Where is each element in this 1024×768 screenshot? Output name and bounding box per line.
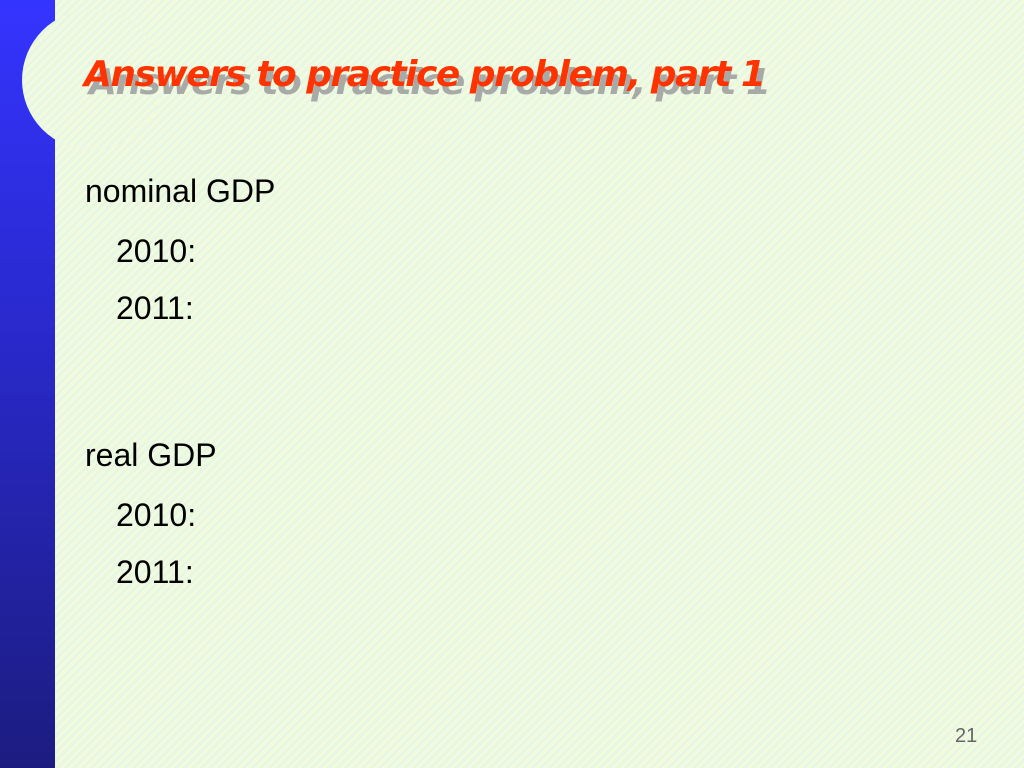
title-bulge-decoration: [22, 10, 162, 150]
real-item-2010: 2010:: [116, 497, 197, 533]
nominal-item-2010: 2010:: [116, 233, 197, 269]
slide-title: Answers to practice problem, part 1: [84, 54, 766, 95]
page-number: 21: [955, 725, 978, 747]
nominal-item-2011: 2011:: [116, 290, 194, 326]
real-item-2011: 2011:: [116, 554, 194, 590]
section-heading-real: real GDP: [85, 437, 217, 473]
section-heading-nominal: nominal GDP: [85, 173, 276, 209]
